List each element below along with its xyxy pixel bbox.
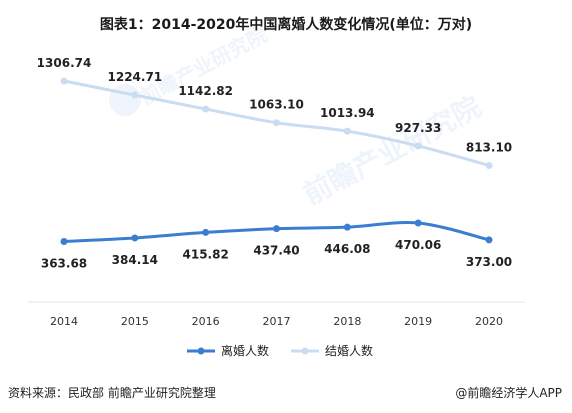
data-label: 813.10 xyxy=(466,141,512,155)
x-tick-label: 2020 xyxy=(475,315,503,328)
chart-marks: 363.68 384.14 415.82 437.40 446.08 470.06 373.… xyxy=(37,56,512,271)
data-label: 1142.82 xyxy=(178,84,233,98)
x-tick-label: 2015 xyxy=(121,315,149,328)
data-label: 470.06 xyxy=(395,238,441,252)
legend-swatch-marker xyxy=(301,347,309,355)
source-note: 资料来源：民政部 前瞻产业研究院整理 xyxy=(8,386,216,400)
data-label: 437.40 xyxy=(253,244,299,258)
x-tick-label: 2014 xyxy=(50,315,78,328)
data-point xyxy=(60,238,68,245)
data-label: 373.00 xyxy=(466,255,512,269)
legend-label: 结婚人数 xyxy=(325,343,373,358)
data-point xyxy=(414,142,422,150)
watermark-group: 前瞻产业研究院 前瞻产业研究院 xyxy=(109,22,486,211)
legend: 离婚人数 结婚人数 xyxy=(187,343,373,358)
data-label: 384.14 xyxy=(112,253,158,267)
data-label: 415.82 xyxy=(183,247,229,261)
legend-swatch-marker xyxy=(197,347,205,355)
x-tick-label: 2016 xyxy=(192,315,220,328)
brand-credit: @前瞻经济学人APP xyxy=(455,386,562,400)
data-label: 363.68 xyxy=(41,257,87,271)
data-label: 927.33 xyxy=(395,121,441,135)
data-point xyxy=(131,234,139,242)
data-point xyxy=(202,228,210,236)
legend-label: 离婚人数 xyxy=(221,343,269,358)
x-tick-label: 2017 xyxy=(263,315,291,328)
data-point xyxy=(60,77,68,85)
data-label: 1063.10 xyxy=(249,98,304,112)
data-label: 1013.94 xyxy=(320,106,375,120)
data-point xyxy=(273,225,280,233)
x-tick-label: 2018 xyxy=(333,315,361,328)
data-label: 1224.71 xyxy=(108,70,163,84)
data-label: 446.08 xyxy=(324,242,370,256)
x-tick-labels: 2014 2015 2016 2017 2018 2019 2020 xyxy=(50,315,503,328)
data-point xyxy=(343,127,351,135)
data-point xyxy=(485,162,493,169)
data-point xyxy=(273,119,280,127)
chart-title: 图表1：2014-2020年中国离婚人数变化情况(单位：万对) xyxy=(99,17,473,33)
data-point xyxy=(343,223,351,231)
x-tick-label: 2019 xyxy=(404,315,432,328)
data-point xyxy=(414,219,422,227)
data-point xyxy=(202,105,210,113)
data-point xyxy=(131,91,139,99)
data-point xyxy=(485,236,493,244)
data-label: 1306.74 xyxy=(37,56,92,70)
